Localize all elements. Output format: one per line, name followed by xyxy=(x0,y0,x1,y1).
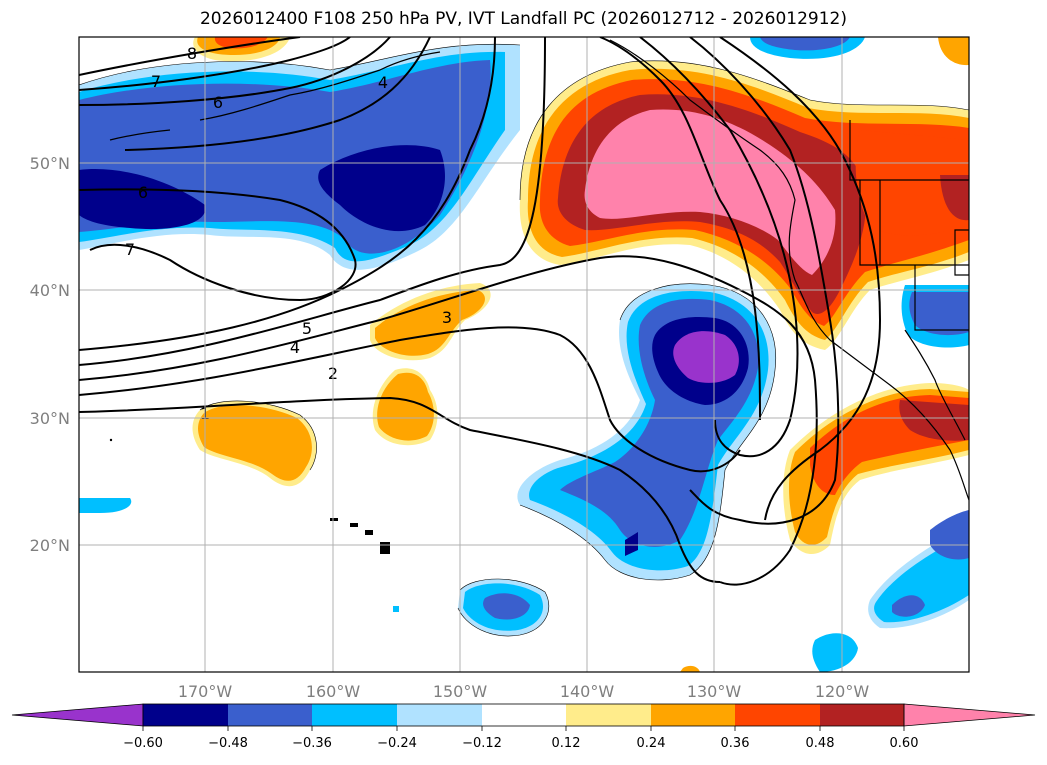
lon-tick-label: 160°W xyxy=(306,682,361,701)
lon-tick-label: 150°W xyxy=(433,682,488,701)
contour-label: 4 xyxy=(378,73,388,92)
lat-tick-labels: 50°N 40°N 30°N 20°N xyxy=(30,154,70,555)
lat-tick-label: 30°N xyxy=(30,409,70,428)
gridlines xyxy=(79,37,969,672)
colorbar-tick-label: −0.60 xyxy=(123,736,163,751)
colorbar-tick-label: −0.24 xyxy=(377,736,417,751)
colorbar: −0.60 −0.48 −0.36 −0.24 −0.12 0.12 0.24 … xyxy=(11,703,1036,751)
contour-label: 8 xyxy=(187,44,197,63)
lon-tick-label: 140°W xyxy=(560,682,615,701)
map-title: 2026012400 F108 250 hPa PV, IVT Landfall… xyxy=(199,9,847,29)
colorbar-tick-label: −0.12 xyxy=(462,736,502,751)
contour-label: 7 xyxy=(125,240,135,259)
lon-tick-label: 130°W xyxy=(687,682,742,701)
lat-tick-label: 20°N xyxy=(30,536,70,555)
colorbar-tick-label: −0.36 xyxy=(292,736,332,751)
lon-tick-label: 120°W xyxy=(815,682,870,701)
lon-tick-labels: 170°W 160°W 150°W 140°W 130°W 120°W xyxy=(178,682,870,701)
colorbar-extend-high xyxy=(903,703,1036,727)
colorbar-extend-low xyxy=(11,703,144,727)
coastlines xyxy=(109,39,969,501)
lon-tick-label: 170°W xyxy=(178,682,233,701)
colorbar-tick-label: 0.36 xyxy=(721,736,750,751)
contour-label: 7 xyxy=(151,72,161,91)
colorbar-tick-label: 0.48 xyxy=(806,736,835,751)
colorbar-tick-label: 0.60 xyxy=(890,736,919,751)
colorbar-tick-label: 0.24 xyxy=(637,736,666,751)
contour-label: 4 xyxy=(290,338,300,357)
contour-label: 3 xyxy=(442,308,452,327)
contour-label: 5 xyxy=(302,319,312,338)
map-frame xyxy=(78,36,970,673)
contour-label: 6 xyxy=(138,183,148,202)
ivt-contours xyxy=(79,37,882,586)
lat-tick-label: 40°N xyxy=(30,281,70,300)
lat-tick-label: 50°N xyxy=(30,154,70,173)
pv-shading: 8 7 6 4 6 7 5 4 3 2 1 xyxy=(79,37,969,672)
colorbar-tick-label: 0.12 xyxy=(552,736,581,751)
colorbar-tick-label: −0.48 xyxy=(208,736,248,751)
contour-label: 6 xyxy=(213,93,223,112)
islands xyxy=(109,438,390,554)
